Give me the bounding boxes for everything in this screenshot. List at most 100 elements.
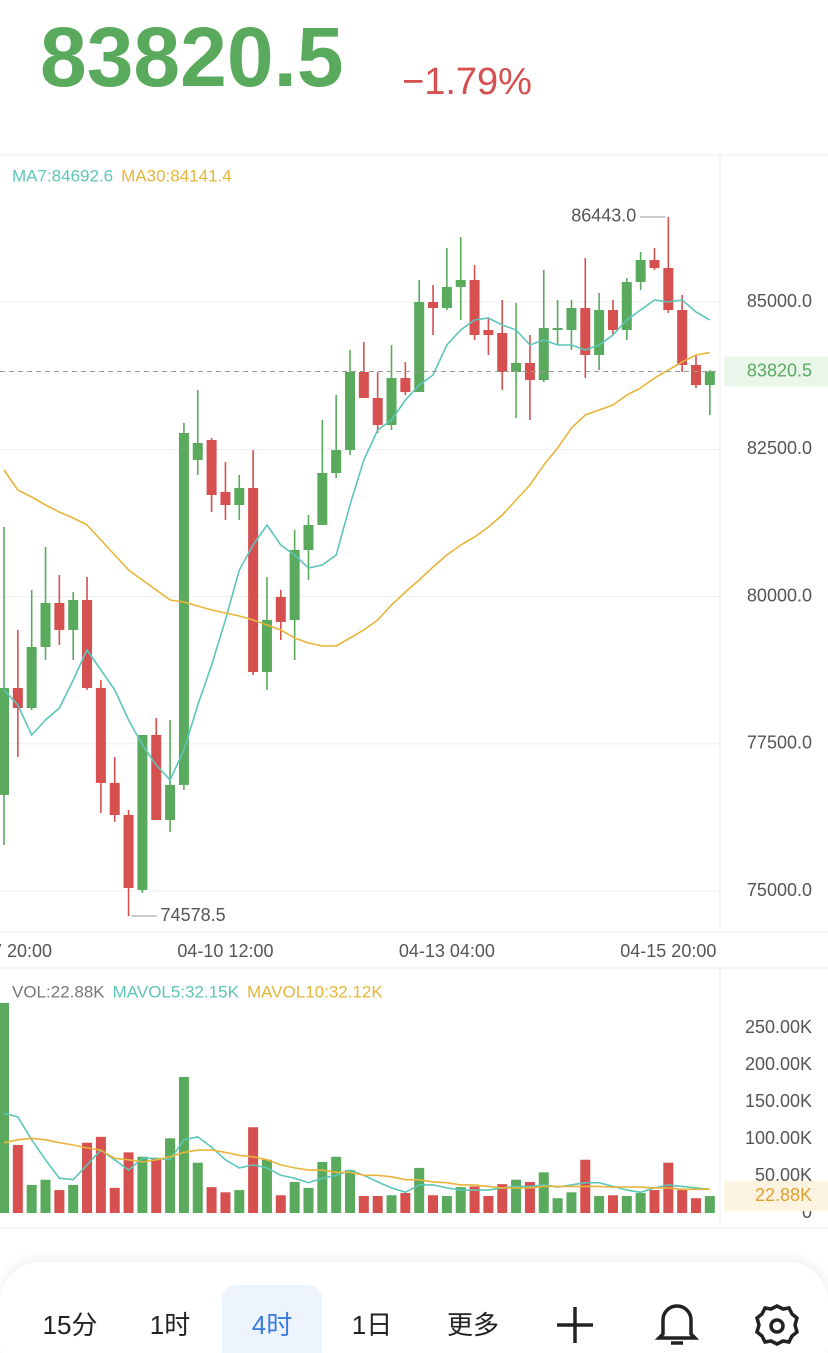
volume-bar: [483, 1195, 494, 1213]
volume-bar: [441, 1195, 452, 1213]
candle-body: [483, 329, 494, 336]
volume-bar: [192, 1162, 203, 1213]
candle-body: [635, 259, 646, 283]
candle-body: [621, 282, 632, 330]
candle-body: [372, 397, 383, 425]
y-tick-label: 100.00K: [745, 1128, 812, 1148]
current-price-label: 83820.5: [747, 360, 812, 380]
volume-bar: [552, 1198, 563, 1213]
candle-body: [26, 646, 37, 708]
candle-body: [303, 524, 314, 551]
y-tick-label: 200.00K: [745, 1054, 812, 1074]
volume-bar: [497, 1184, 508, 1213]
candle-body: [552, 327, 563, 330]
current-volume-tag: [724, 1181, 828, 1212]
candle-body: [594, 310, 605, 355]
candle-body: [524, 362, 535, 381]
volume-bar: [358, 1195, 369, 1213]
candle-body: [469, 280, 480, 336]
interval-tab[interactable]: 1日: [352, 1310, 392, 1340]
legend-entry: VOL:22.88K: [12, 982, 105, 1001]
candle-body: [704, 371, 715, 386]
candle-body: [317, 473, 328, 525]
candle-body: [497, 333, 508, 373]
candle-body: [151, 734, 162, 820]
volume-bar: [400, 1193, 411, 1213]
interval-tab[interactable]: 15分: [43, 1310, 98, 1340]
volume-bar: [524, 1181, 535, 1213]
y-tick-label: 77500.0: [747, 733, 812, 753]
volume-bar: [95, 1136, 106, 1213]
extreme-label: 86443.0: [571, 206, 636, 226]
volume-bar: [303, 1187, 314, 1213]
alert-button[interactable]: [654, 1304, 700, 1345]
candle-body: [607, 310, 618, 330]
interval-tab[interactable]: 1时: [150, 1310, 190, 1340]
x-tick-label: 04-07 20:00: [0, 941, 52, 961]
y-tick-label: 85000.0: [747, 291, 812, 311]
volume-bar: [607, 1195, 618, 1213]
volume-bar: [178, 1076, 189, 1213]
active-tab-bg: [222, 1285, 322, 1353]
candle-body: [40, 602, 51, 647]
volume-bar: [40, 1179, 51, 1213]
candle-body: [248, 487, 259, 672]
volume-bar: [691, 1198, 701, 1213]
mavol-line: [3, 1137, 710, 1191]
volume-bar: [54, 1190, 65, 1213]
volume-bar: [109, 1187, 120, 1213]
volume-bar: [594, 1195, 605, 1213]
settings-button[interactable]: [754, 1304, 800, 1346]
legend-entry: MAVOL10:32.12K: [247, 982, 383, 1001]
candle-body: [123, 814, 134, 888]
interval-tab[interactable]: 更多: [447, 1310, 499, 1340]
volume-bar: [261, 1159, 272, 1213]
interval-tab[interactable]: 4时: [252, 1310, 292, 1340]
volume-bar: [386, 1195, 397, 1213]
candle-body: [206, 440, 217, 495]
candle-body: [691, 364, 701, 386]
candle-body: [428, 302, 439, 309]
volume-bar: [414, 1167, 425, 1213]
volume-bar: [649, 1190, 660, 1213]
volume-bar: [677, 1190, 688, 1213]
toolbar-card: [0, 1262, 828, 1353]
candle-body: [538, 327, 549, 381]
candle-body: [137, 734, 148, 890]
volume-bar: [12, 1144, 23, 1213]
candle-body: [663, 268, 674, 311]
candle-body: [109, 782, 120, 815]
volume-bar: [455, 1187, 466, 1213]
y-tick-label: 80000.0: [747, 585, 812, 605]
volume-bar: [538, 1172, 549, 1213]
candle-body: [400, 378, 411, 392]
add-button[interactable]: [557, 1307, 593, 1343]
candle-body: [649, 259, 660, 269]
volume-bar: [345, 1170, 355, 1213]
ma-line: [3, 351, 710, 647]
candle-body: [54, 602, 65, 630]
volume-bar: [165, 1138, 176, 1213]
current-volume-label: 22.88K: [755, 1185, 812, 1205]
volume-bar: [123, 1152, 134, 1213]
volume-bar: [220, 1192, 231, 1213]
y-tick-label: 0: [802, 1202, 812, 1222]
candle-body: [234, 487, 245, 505]
x-tick-label: 04-13 04:00: [399, 941, 495, 961]
volume-bar: [234, 1190, 245, 1213]
ma-line: [3, 299, 711, 782]
last-price: 83820.5: [40, 10, 344, 104]
candle-body: [566, 308, 577, 330]
volume-bar: [511, 1179, 522, 1213]
y-tick-label: 82500.0: [747, 438, 812, 458]
volume-bar: [621, 1195, 632, 1213]
candle-body: [580, 308, 591, 355]
volume-bar: [151, 1158, 162, 1213]
candle-body: [511, 362, 522, 373]
legend-entry: MAVOL5:32.15K: [113, 982, 240, 1001]
y-tick-label: 150.00K: [745, 1091, 812, 1111]
volume-bar: [428, 1195, 439, 1213]
frame: [0, 154, 828, 1229]
